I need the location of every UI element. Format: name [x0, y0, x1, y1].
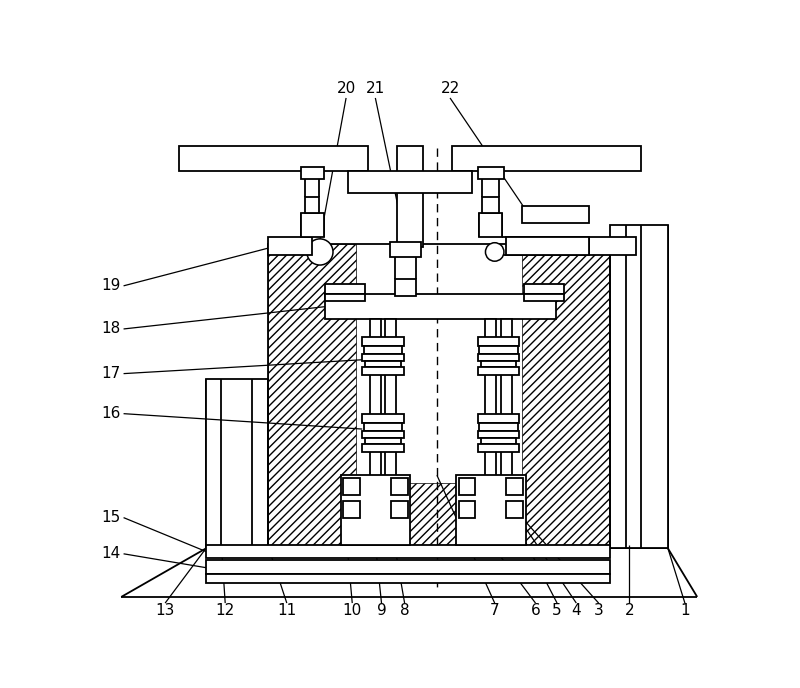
Text: 14: 14 [102, 546, 121, 561]
Bar [362, 336, 404, 346]
Polygon shape [267, 244, 356, 548]
Text: 1: 1 [680, 603, 690, 618]
Text: 8: 8 [400, 603, 410, 618]
Bar [478, 354, 519, 361]
Bar [206, 560, 610, 574]
Bar [501, 319, 512, 492]
Bar [206, 574, 610, 583]
Bar [364, 423, 402, 431]
Bar [590, 237, 636, 255]
Circle shape [307, 239, 333, 265]
Bar [370, 319, 381, 492]
Bar [458, 477, 475, 495]
Bar [179, 147, 368, 171]
Bar [362, 367, 404, 375]
Bar [390, 242, 421, 257]
Bar [456, 475, 526, 545]
Bar [478, 336, 519, 346]
Bar [478, 444, 519, 452]
Bar [343, 501, 360, 517]
Text: 4: 4 [571, 603, 581, 618]
Bar [524, 294, 564, 301]
Polygon shape [522, 244, 610, 548]
Bar [478, 167, 504, 179]
Bar [481, 361, 516, 367]
Bar [206, 379, 267, 548]
Bar [482, 197, 499, 213]
Bar [479, 346, 518, 354]
Bar [362, 431, 404, 438]
Bar [267, 237, 312, 255]
Bar [301, 167, 324, 179]
Text: 11: 11 [277, 603, 297, 618]
Text: 21: 21 [366, 80, 385, 96]
Bar [397, 147, 423, 246]
Text: 2: 2 [625, 603, 634, 618]
Circle shape [360, 502, 390, 533]
Bar [386, 319, 396, 492]
Bar [478, 413, 519, 423]
Circle shape [486, 243, 504, 261]
Bar [326, 294, 366, 301]
Text: 3: 3 [594, 603, 603, 618]
Bar [390, 477, 408, 495]
Text: 7: 7 [490, 603, 499, 618]
Bar [506, 477, 523, 495]
Text: 12: 12 [215, 603, 235, 618]
Bar [349, 171, 472, 193]
Text: 5: 5 [552, 603, 562, 618]
Text: 13: 13 [155, 603, 175, 618]
Polygon shape [610, 225, 668, 548]
Bar [479, 213, 502, 237]
Bar [343, 477, 360, 495]
Bar [458, 501, 475, 517]
Bar [479, 423, 518, 431]
Bar [326, 284, 366, 294]
Bar [362, 444, 404, 452]
Bar [326, 294, 556, 319]
Text: 20: 20 [337, 80, 356, 96]
Bar [301, 213, 324, 237]
Circle shape [426, 295, 449, 318]
Text: 9: 9 [377, 603, 386, 618]
Bar [524, 284, 564, 294]
Bar [481, 438, 516, 444]
Bar [267, 244, 610, 548]
Polygon shape [356, 483, 522, 548]
Bar [478, 367, 519, 375]
Bar [486, 319, 496, 492]
Bar [390, 501, 408, 517]
Text: 6: 6 [530, 603, 540, 618]
Text: 15: 15 [102, 510, 121, 525]
Text: 16: 16 [101, 406, 121, 421]
Circle shape [475, 502, 506, 533]
Bar [452, 147, 641, 171]
Text: 10: 10 [342, 603, 362, 618]
Bar [478, 431, 519, 438]
Bar [506, 501, 523, 517]
Bar [206, 545, 610, 559]
Bar [522, 206, 590, 223]
Bar [341, 475, 410, 545]
Text: 18: 18 [102, 321, 121, 336]
Bar [366, 361, 401, 367]
Bar [362, 413, 404, 423]
Bar [394, 279, 416, 296]
Text: 19: 19 [101, 279, 121, 293]
Bar [366, 438, 401, 444]
Bar [362, 354, 404, 361]
Polygon shape [206, 379, 267, 548]
Text: 17: 17 [102, 366, 121, 381]
Bar [506, 237, 590, 255]
Bar [364, 346, 402, 354]
Bar [306, 197, 319, 213]
Bar [610, 225, 668, 548]
Text: 22: 22 [441, 80, 460, 96]
